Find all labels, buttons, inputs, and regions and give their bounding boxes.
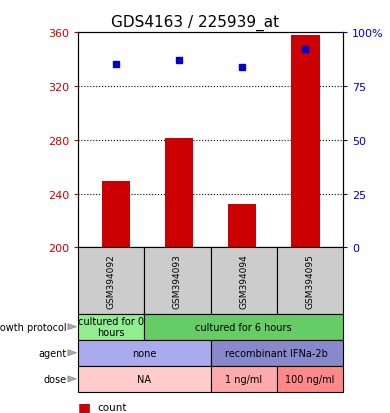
Text: count: count xyxy=(98,402,127,412)
Text: GDS4163 / 225939_at: GDS4163 / 225939_at xyxy=(111,14,279,31)
Text: growth protocol: growth protocol xyxy=(0,322,66,332)
Bar xyxy=(102,182,130,248)
Bar xyxy=(165,139,193,248)
Bar xyxy=(291,36,319,248)
Text: 1 ng/ml: 1 ng/ml xyxy=(225,374,262,384)
Text: NA: NA xyxy=(137,374,151,384)
Text: GSM394094: GSM394094 xyxy=(239,254,248,308)
Text: cultured for 6 hours: cultured for 6 hours xyxy=(195,322,292,332)
Polygon shape xyxy=(68,324,76,330)
Polygon shape xyxy=(68,376,76,382)
Text: GSM394092: GSM394092 xyxy=(106,254,116,308)
Text: GSM394093: GSM394093 xyxy=(173,254,182,308)
Text: agent: agent xyxy=(38,348,66,358)
Text: recombinant IFNa-2b: recombinant IFNa-2b xyxy=(225,348,328,358)
Text: cultured for 0
hours: cultured for 0 hours xyxy=(78,316,144,338)
Text: 100 ng/ml: 100 ng/ml xyxy=(285,374,335,384)
Text: none: none xyxy=(132,348,156,358)
Polygon shape xyxy=(68,350,76,356)
Text: GSM394095: GSM394095 xyxy=(305,254,315,308)
Text: dose: dose xyxy=(43,374,66,384)
Text: ■: ■ xyxy=(78,400,91,413)
Bar xyxy=(228,205,256,248)
